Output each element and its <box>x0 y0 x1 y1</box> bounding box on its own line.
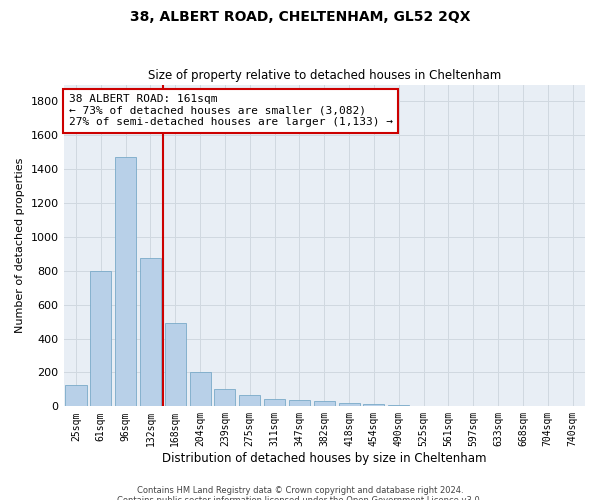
Bar <box>264 398 285 406</box>
Bar <box>65 385 86 406</box>
Text: Contains HM Land Registry data © Crown copyright and database right 2024.: Contains HM Land Registry data © Crown c… <box>137 486 463 495</box>
Y-axis label: Number of detached properties: Number of detached properties <box>15 158 25 333</box>
Bar <box>289 400 310 406</box>
Bar <box>364 404 385 406</box>
Bar <box>90 271 112 406</box>
X-axis label: Distribution of detached houses by size in Cheltenham: Distribution of detached houses by size … <box>162 452 487 465</box>
Text: Contains public sector information licensed under the Open Government Licence v3: Contains public sector information licen… <box>118 496 482 500</box>
Text: 38, ALBERT ROAD, CHELTENHAM, GL52 2QX: 38, ALBERT ROAD, CHELTENHAM, GL52 2QX <box>130 10 470 24</box>
Bar <box>140 258 161 406</box>
Bar <box>239 396 260 406</box>
Bar <box>115 158 136 406</box>
Bar <box>190 372 211 406</box>
Bar <box>314 402 335 406</box>
Bar <box>165 324 186 406</box>
Bar <box>214 388 235 406</box>
Bar <box>338 403 359 406</box>
Title: Size of property relative to detached houses in Cheltenham: Size of property relative to detached ho… <box>148 69 501 82</box>
Text: 38 ALBERT ROAD: 161sqm
← 73% of detached houses are smaller (3,082)
27% of semi-: 38 ALBERT ROAD: 161sqm ← 73% of detached… <box>69 94 393 128</box>
